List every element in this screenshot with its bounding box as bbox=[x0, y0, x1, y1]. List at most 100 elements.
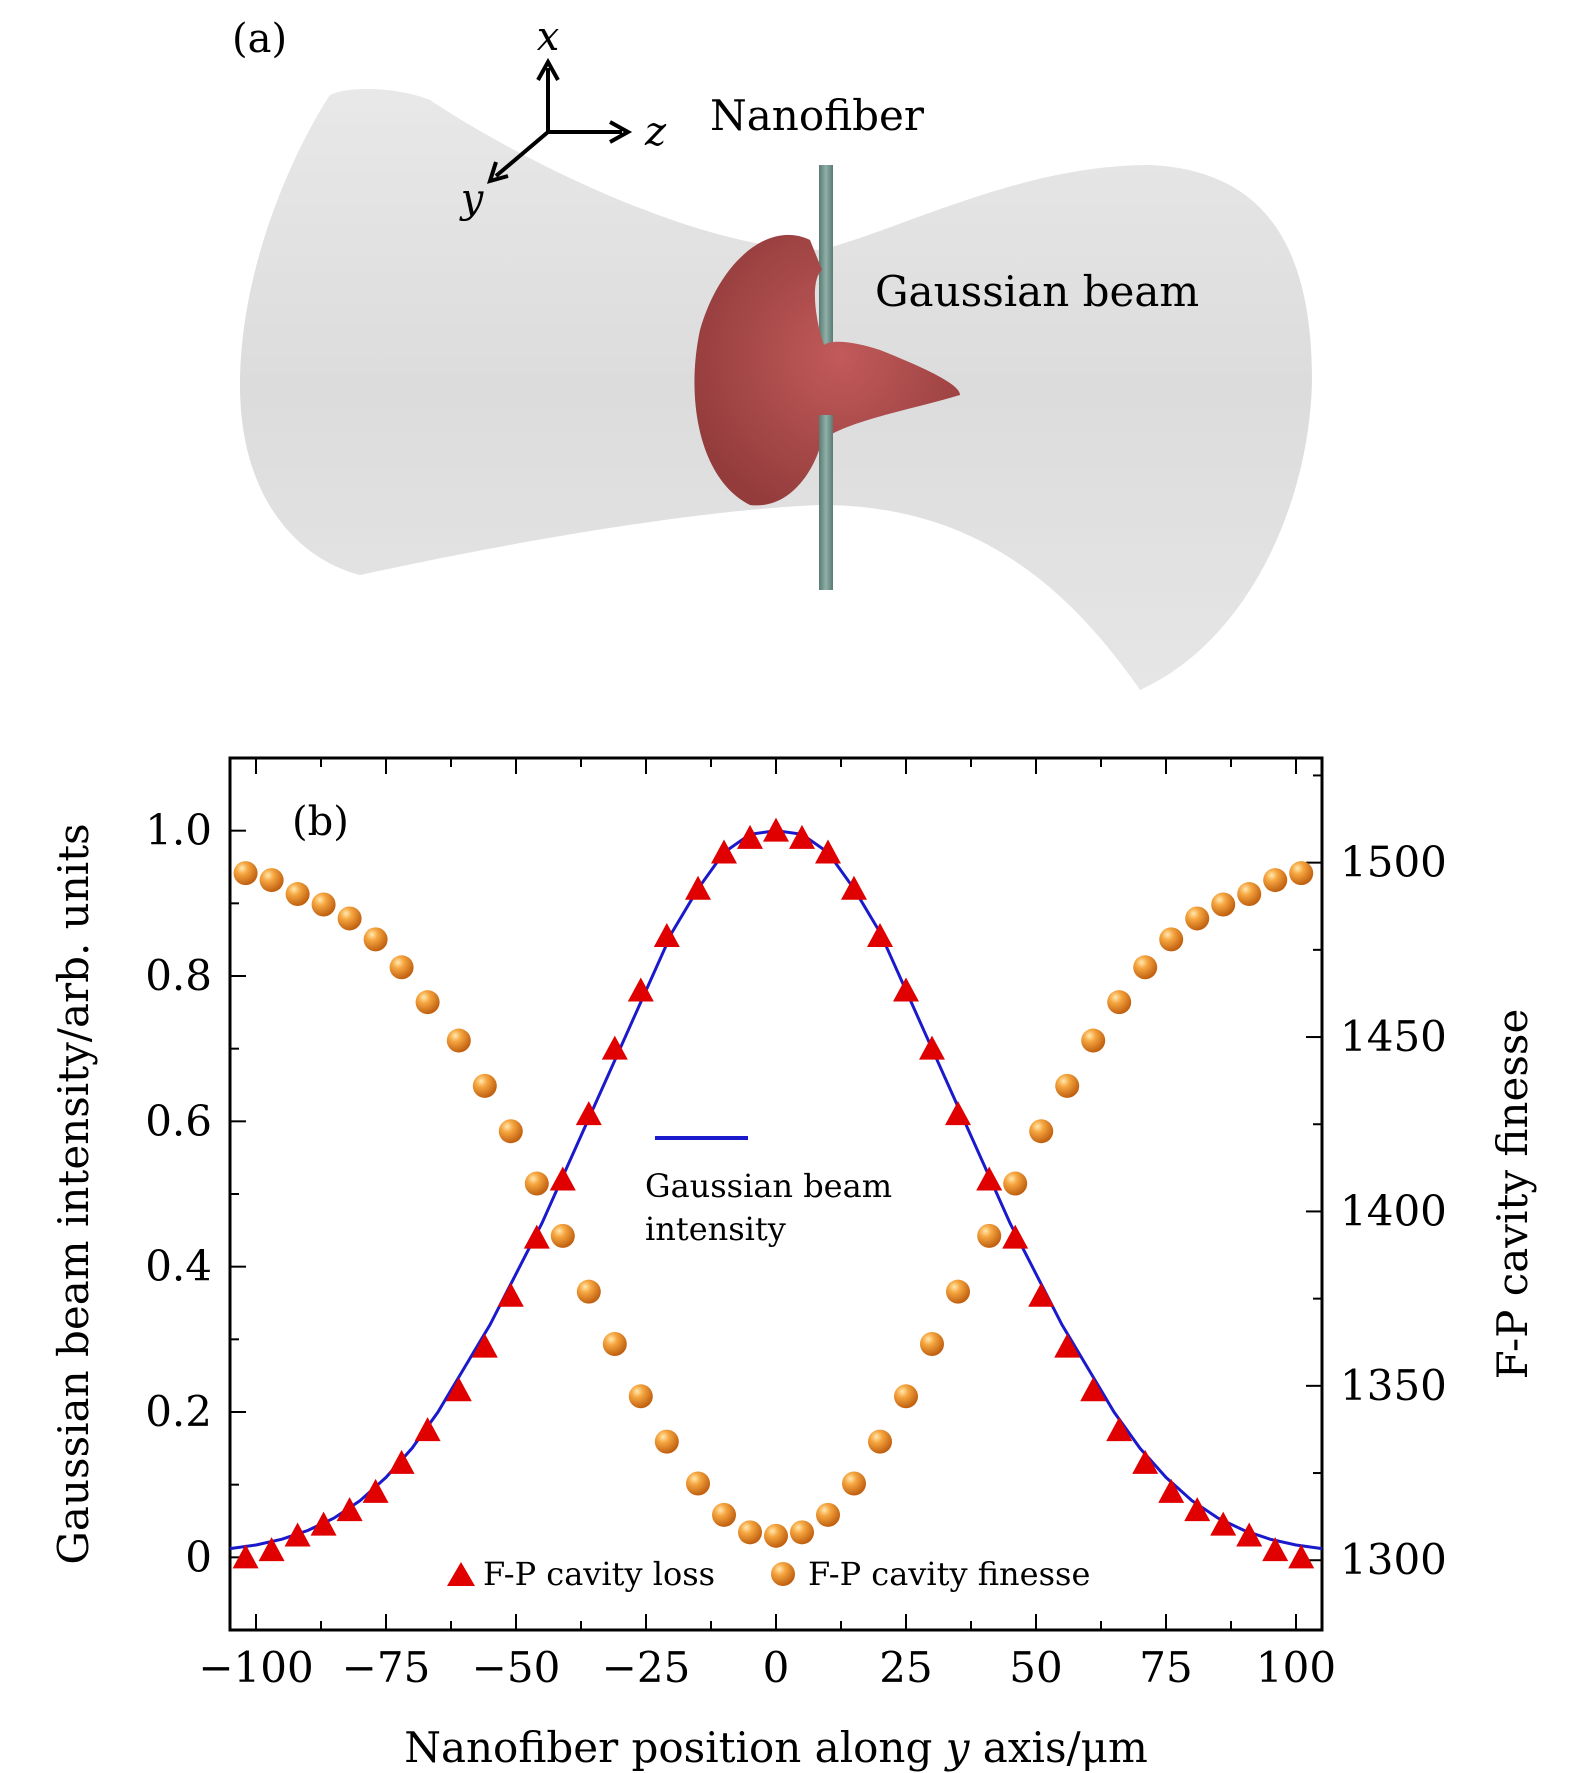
axes-triad bbox=[486, 57, 633, 184]
loss-point bbox=[497, 1282, 524, 1307]
legend-loss-label: F-P cavity loss bbox=[483, 1555, 715, 1593]
finesse-point bbox=[977, 1223, 1002, 1248]
legend-finesse-label: F-P cavity finesse bbox=[808, 1555, 1090, 1593]
y-right-tick-label: 1350 bbox=[1340, 1361, 1447, 1410]
y-left-tick-label: 0 bbox=[185, 1532, 212, 1581]
finesse-point bbox=[738, 1520, 762, 1545]
finesse-point bbox=[498, 1119, 523, 1144]
loss-point bbox=[815, 839, 841, 864]
loss-point bbox=[1158, 1478, 1185, 1503]
finesse-point bbox=[363, 927, 388, 952]
loss-point bbox=[549, 1166, 576, 1191]
loss-point bbox=[653, 923, 680, 948]
loss-point bbox=[523, 1224, 550, 1249]
loss-point bbox=[1236, 1522, 1263, 1547]
loss-point bbox=[893, 977, 919, 1002]
finesse-point bbox=[1237, 882, 1262, 907]
panel-a: (a) x z y Nanofiber Gaussian beam bbox=[232, 14, 1312, 690]
axis-tick-labels: −100 −75 −50 −25 0 25 50 75 100 0 0.2 0.4 0.6 0.8 1.0 1… bbox=[145, 806, 1447, 1692]
loss-point bbox=[841, 875, 867, 900]
y-right-tick-label: 1300 bbox=[1340, 1535, 1447, 1584]
x-tick-label: −50 bbox=[472, 1643, 561, 1692]
y-right-tick-label: 1450 bbox=[1340, 1012, 1447, 1061]
finesse-point bbox=[842, 1471, 866, 1496]
finesse-point bbox=[285, 882, 310, 907]
finesse-point bbox=[311, 892, 336, 917]
finesse-point bbox=[628, 1384, 653, 1409]
finesse-point bbox=[1107, 990, 1132, 1015]
axis-z-label: z bbox=[644, 109, 667, 155]
finesse-point bbox=[233, 861, 258, 886]
finesse-point bbox=[1289, 861, 1314, 886]
legend-line-label-1: Gaussian beam bbox=[645, 1167, 892, 1205]
loss-point bbox=[945, 1101, 971, 1126]
loss-point bbox=[789, 824, 815, 849]
y-left-tick-label: 1.0 bbox=[145, 806, 212, 855]
x-tick-label: 100 bbox=[1256, 1643, 1336, 1692]
legend-loss-swatch bbox=[447, 1562, 475, 1586]
loss-point bbox=[362, 1478, 389, 1503]
y-left-tick-label: 0.8 bbox=[145, 951, 212, 1000]
y-right-tick-label: 1400 bbox=[1340, 1186, 1447, 1235]
loss-point bbox=[976, 1166, 1003, 1191]
loss-point bbox=[711, 839, 737, 864]
finesse-point bbox=[920, 1331, 944, 1356]
finesse-point bbox=[1211, 892, 1236, 917]
y-left-tick-label: 0.2 bbox=[145, 1387, 212, 1436]
panel-a-label: (a) bbox=[232, 16, 287, 62]
x-tick-label: −100 bbox=[198, 1643, 313, 1692]
finesse-point bbox=[790, 1520, 814, 1545]
finesse-point bbox=[1081, 1028, 1106, 1053]
loss-point bbox=[1028, 1282, 1055, 1307]
legend-finesse-swatch bbox=[771, 1562, 795, 1586]
y-axis-left-title: Gaussian beam intensity/arb. units bbox=[49, 823, 98, 1564]
axis-x-label: x bbox=[537, 14, 560, 60]
y-left-tick-label: 0.6 bbox=[145, 1096, 212, 1145]
finesse-point bbox=[1055, 1073, 1080, 1098]
panel-b-label: (b) bbox=[292, 799, 349, 845]
loss-point bbox=[1132, 1449, 1159, 1474]
x-tick-label: −75 bbox=[342, 1643, 431, 1692]
finesse-point bbox=[337, 906, 362, 931]
finesse-point bbox=[415, 990, 440, 1015]
loss-point bbox=[284, 1522, 311, 1547]
nanofiber-rod-front bbox=[819, 415, 833, 590]
finesse-point bbox=[259, 868, 284, 893]
loss-point bbox=[471, 1333, 498, 1358]
loss-point bbox=[1210, 1511, 1237, 1536]
loss-point bbox=[763, 817, 789, 842]
loss-point bbox=[258, 1537, 285, 1562]
loss-point bbox=[1002, 1224, 1029, 1249]
loss-point bbox=[601, 1035, 628, 1060]
y-axis-right-title: F-P cavity finesse bbox=[1488, 1009, 1537, 1380]
finesse-point bbox=[389, 955, 414, 980]
finesse-point bbox=[712, 1502, 736, 1527]
nanofiber-label: Nanofiber bbox=[710, 91, 925, 140]
loss-point bbox=[1106, 1417, 1133, 1442]
gaussian-beam-label: Gaussian beam bbox=[875, 267, 1199, 316]
axis-ticks bbox=[230, 758, 1322, 1631]
finesse-point bbox=[1029, 1119, 1054, 1144]
loss-point bbox=[685, 875, 711, 900]
x-tick-label: 25 bbox=[879, 1643, 932, 1692]
scattering-lobe-shape bbox=[694, 234, 960, 506]
finesse-point bbox=[1159, 927, 1184, 952]
chart-marks bbox=[229, 817, 1323, 1569]
loss-point bbox=[867, 923, 893, 948]
finesse-point bbox=[1185, 906, 1210, 931]
y-left-tick-label: 0.4 bbox=[145, 1242, 212, 1291]
loss-point bbox=[388, 1449, 415, 1474]
finesse-point bbox=[550, 1223, 575, 1248]
finesse-point bbox=[576, 1279, 601, 1304]
loss-point bbox=[737, 824, 763, 849]
finesse-point bbox=[1133, 955, 1158, 980]
loss-point bbox=[575, 1101, 602, 1126]
finesse-point bbox=[764, 1523, 788, 1548]
loss-point bbox=[627, 977, 654, 1002]
finesse-point bbox=[686, 1471, 710, 1496]
finesse-point bbox=[446, 1028, 471, 1053]
loss-point bbox=[1080, 1377, 1107, 1402]
loss-point bbox=[232, 1544, 259, 1569]
finesse-point bbox=[946, 1279, 970, 1304]
